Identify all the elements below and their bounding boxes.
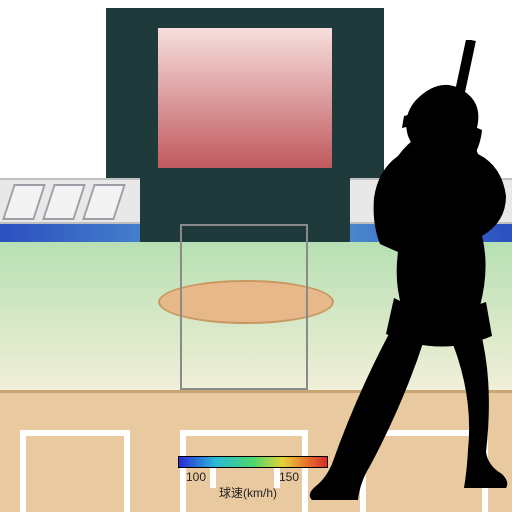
wall-panel xyxy=(82,184,126,220)
batter-box-line xyxy=(20,430,26,512)
batter-box-line xyxy=(20,430,130,436)
velocity-legend-label: 球速(km/h) xyxy=(219,484,277,501)
batter-box-line xyxy=(180,430,308,436)
strike-zone xyxy=(180,224,308,390)
wall-panel xyxy=(2,184,46,220)
batter-silhouette xyxy=(298,40,512,510)
batter-box-line xyxy=(124,430,130,512)
wall-panel xyxy=(42,184,86,220)
pitch-location-diagram: 100 150球速(km/h) xyxy=(0,0,512,512)
legend-tick: 100 xyxy=(186,470,206,484)
legend-tick: 150 xyxy=(279,470,299,484)
